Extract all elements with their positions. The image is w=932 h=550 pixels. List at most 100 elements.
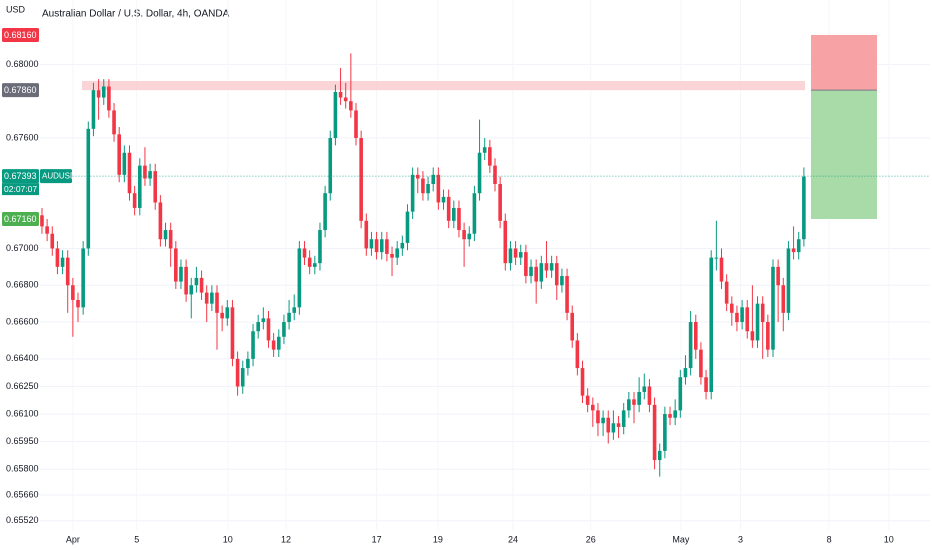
candle-body [637,391,641,405]
y-tick-label: 0.66600 [6,316,39,326]
candle-body [431,174,436,185]
candle-body [287,312,291,323]
candle-body [534,266,538,282]
candle-body [297,248,302,308]
candle-body [755,303,760,341]
candle-body [673,410,677,418]
candle-body [76,299,80,308]
candle-body [50,233,55,249]
candle-body [632,399,636,405]
candle-body [601,417,605,424]
candle-body [338,92,343,98]
x-tick-label: 19 [433,534,443,544]
candle-body [117,134,121,175]
candle-body [333,92,338,139]
candle-body [760,303,765,323]
symbol-label: AUDUSD [42,172,76,181]
candle-body [271,340,276,350]
candle-body [616,423,621,427]
y-tick-label: 0.65950 [6,436,39,446]
candle-body [796,239,801,253]
last-price-label: 0.67393 [4,171,37,181]
candle-body [405,211,410,243]
candle-body [719,257,724,282]
candle-body [688,322,693,369]
y-tick-label: 0.67000 [6,243,39,253]
x-tick-label: 17 [372,534,382,544]
candle-body [318,230,322,264]
candle-body [750,331,755,341]
candle-body [65,257,70,286]
price-line-label: 0.68160 [4,30,37,40]
candle-body [179,266,183,282]
candle-body [452,207,456,221]
candle-body [364,220,369,249]
candle-body [585,395,590,405]
candle-body [400,242,405,249]
candle-body [436,174,441,203]
x-tick-label: 5 [134,534,139,544]
candle-body [158,202,163,240]
candle-body [652,404,657,461]
y-tick-label: 0.66250 [6,381,39,391]
candle-body [663,414,667,451]
candle-body [791,248,796,253]
countdown-box [2,183,39,196]
candle-body [524,252,528,277]
candle-body [81,248,85,308]
candle-body [328,138,333,194]
countdown-label: 02:07:07 [4,184,37,194]
candle-body [467,233,472,240]
candle-body [709,257,714,392]
candle-body [472,193,477,234]
candle-body [488,147,492,166]
candle-body [55,248,60,267]
candle-body [220,312,224,319]
candle-body [86,128,91,249]
price-line-box [2,211,39,226]
candle-body [446,196,451,221]
candle-body [374,239,379,253]
candle-body [699,349,703,378]
candle-body [621,410,626,427]
candle-body [575,340,580,369]
candle-body [642,386,647,392]
y-tick-label: 0.66800 [6,280,39,290]
candle-body [204,292,209,304]
candle-body [647,386,652,405]
candle-body [390,253,394,258]
y-tick-label: 0.66400 [6,353,39,363]
candle-body [565,276,569,313]
candle-body [122,152,127,175]
candle-body [570,312,575,341]
candle-body [693,322,698,350]
price-line-box [2,83,39,98]
candle-body [276,336,281,350]
candle-body [503,220,508,264]
candle-body [776,266,780,286]
candle-body [215,292,219,313]
candle-body [112,110,116,135]
candle-body [771,266,775,350]
candle-body [127,152,132,194]
candle-body [137,165,142,208]
candle-body [313,263,317,267]
candle-body [395,248,399,258]
candle-body [482,147,487,153]
candle-body [462,230,466,240]
candle-body [323,193,327,231]
candle-body [426,184,430,194]
candle-body [45,226,49,234]
candle-body [678,377,683,411]
candle-body [580,368,585,396]
candle-body [349,101,353,111]
x-tick-label: Apr [66,534,80,544]
candle-body [611,423,616,433]
x-tick-label: May [672,534,690,544]
candle-body [591,404,595,411]
price-line-label: 0.67160 [4,214,37,224]
candle-body [724,281,729,304]
position-area [811,90,877,219]
candle-body [513,248,518,258]
candle-body [261,318,266,323]
